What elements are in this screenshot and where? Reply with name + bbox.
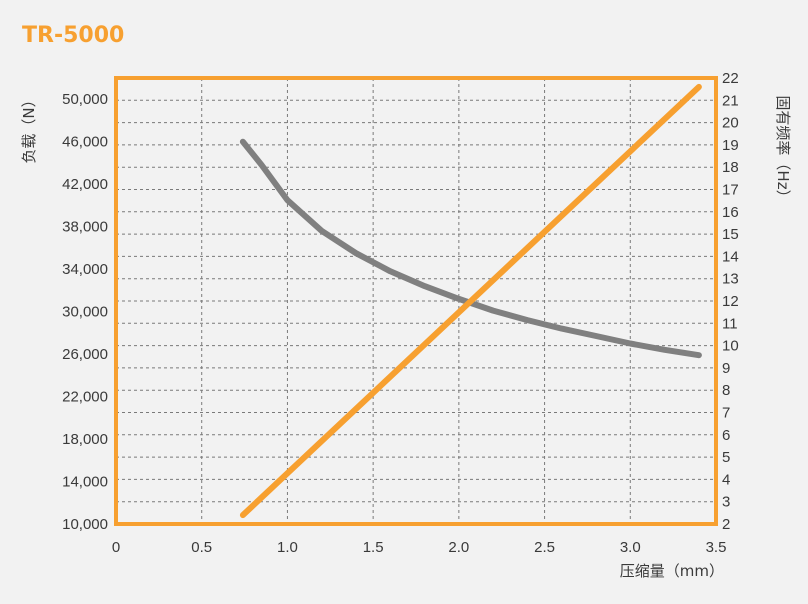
y-right-tick-label: 14 bbox=[722, 248, 739, 265]
x-tick-label: 0 bbox=[112, 539, 120, 556]
y-right-tick-label: 2 bbox=[722, 516, 730, 533]
y-left-tick-label: 46,000 bbox=[62, 134, 108, 151]
y-left-tick-label: 30,000 bbox=[62, 304, 108, 321]
y-left-tick-label: 18,000 bbox=[62, 431, 108, 448]
y-right-tick-label: 20 bbox=[722, 115, 739, 132]
y-left-tick-label: 42,000 bbox=[62, 176, 108, 193]
y-right-tick-label: 22 bbox=[722, 70, 739, 87]
y-right-tick-label: 6 bbox=[722, 427, 730, 444]
y-right-tick-label: 21 bbox=[722, 92, 739, 109]
y-right-tick-label: 4 bbox=[722, 471, 730, 488]
plot-frame bbox=[114, 76, 718, 526]
y-left-tick-label: 38,000 bbox=[62, 219, 108, 236]
y-right-tick-label: 7 bbox=[722, 405, 730, 422]
x-tick-label: 2.5 bbox=[534, 539, 555, 556]
y-right-tick-label: 12 bbox=[722, 293, 739, 310]
y-right-tick-label: 3 bbox=[722, 494, 730, 511]
y-left-tick-label: 10,000 bbox=[62, 516, 108, 533]
x-tick-label: 2.0 bbox=[448, 539, 469, 556]
y-right-tick-label: 8 bbox=[722, 382, 730, 399]
x-tick-label: 3.0 bbox=[620, 539, 641, 556]
y-right-tick-label: 10 bbox=[722, 338, 739, 355]
y-right-tick-label: 13 bbox=[722, 271, 739, 288]
x-tick-label: 1.0 bbox=[277, 539, 298, 556]
y-right-tick-label: 9 bbox=[722, 360, 730, 377]
x-tick-label: 1.5 bbox=[363, 539, 384, 556]
y-axis-right-label: 固有频率（Hz） bbox=[774, 95, 792, 204]
y-right-tick-label: 17 bbox=[722, 182, 739, 199]
load-curve bbox=[239, 138, 702, 359]
y-left-tick-label: 26,000 bbox=[62, 346, 108, 363]
chart-title: TR-5000 bbox=[22, 23, 124, 48]
grid bbox=[116, 78, 716, 524]
x-axis-label: 压缩量（mm） bbox=[620, 562, 724, 580]
y-right-tick-label: 15 bbox=[722, 226, 739, 243]
y-left-tick-label: 14,000 bbox=[62, 474, 108, 491]
y-left-tick-label: 22,000 bbox=[62, 389, 108, 406]
y-left-tick-label: 34,000 bbox=[62, 261, 108, 278]
y-right-tick-label: 19 bbox=[722, 137, 739, 154]
y-axis-left-label: 负载（N） bbox=[20, 92, 38, 163]
tick-labels: 0 0.5 1.0 1.5 2.0 2.5 3.0 3.5 2 3 4 5 6 7 8 9 10 11 12 13 14… bbox=[62, 70, 739, 556]
y-right-tick-label: 5 bbox=[722, 449, 730, 466]
frequency-line bbox=[239, 83, 702, 519]
x-tick-label: 0.5 bbox=[191, 539, 212, 556]
y-right-tick-label: 18 bbox=[722, 159, 739, 176]
y-right-tick-label: 16 bbox=[722, 204, 739, 221]
x-tick-label: 3.5 bbox=[706, 539, 727, 556]
y-left-tick-label: 50,000 bbox=[62, 91, 108, 108]
y-right-tick-label: 11 bbox=[722, 315, 738, 332]
series-layer bbox=[239, 83, 702, 519]
